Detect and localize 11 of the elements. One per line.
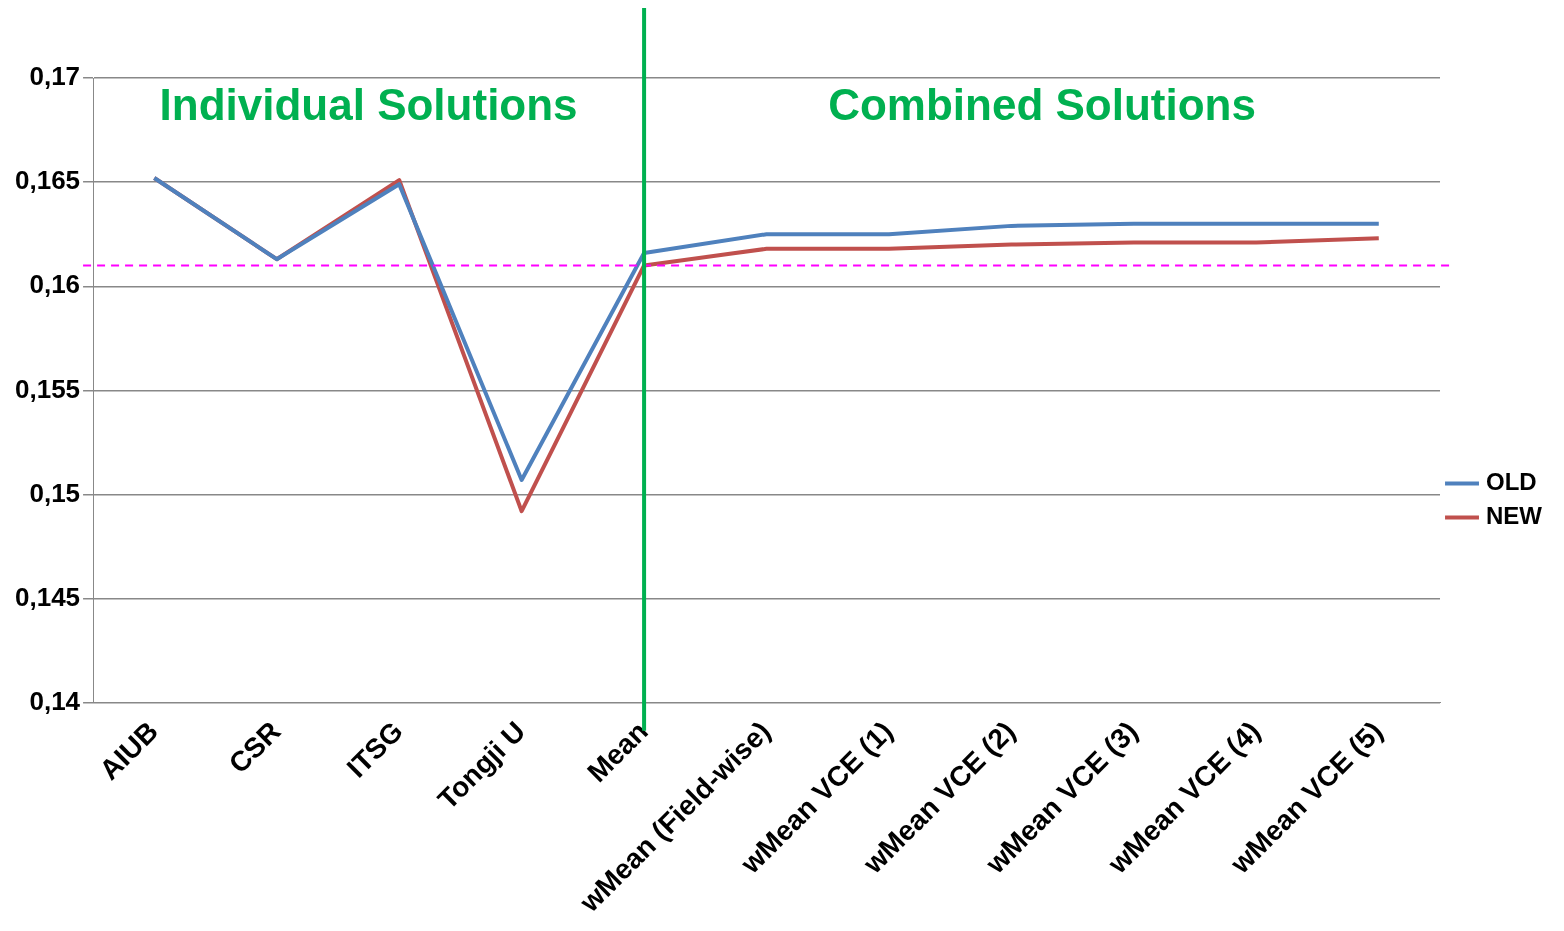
annotation: Individual Solutions	[159, 80, 578, 130]
y-tick-label: 0,145	[14, 581, 81, 612]
y-tick-label: 0,16	[29, 269, 81, 300]
y-tick-label: 0,15	[29, 477, 81, 508]
y-tick-label: 0,155	[14, 373, 81, 404]
legend-label: NEW	[1486, 502, 1543, 530]
y-tick-label: 0,165	[14, 165, 81, 196]
annotation: Combined Solutions	[828, 80, 1256, 130]
legend-label: OLD	[1486, 468, 1537, 496]
y-tick-label: 0,14	[29, 686, 81, 716]
y-tick-label: 0,17	[29, 61, 81, 92]
